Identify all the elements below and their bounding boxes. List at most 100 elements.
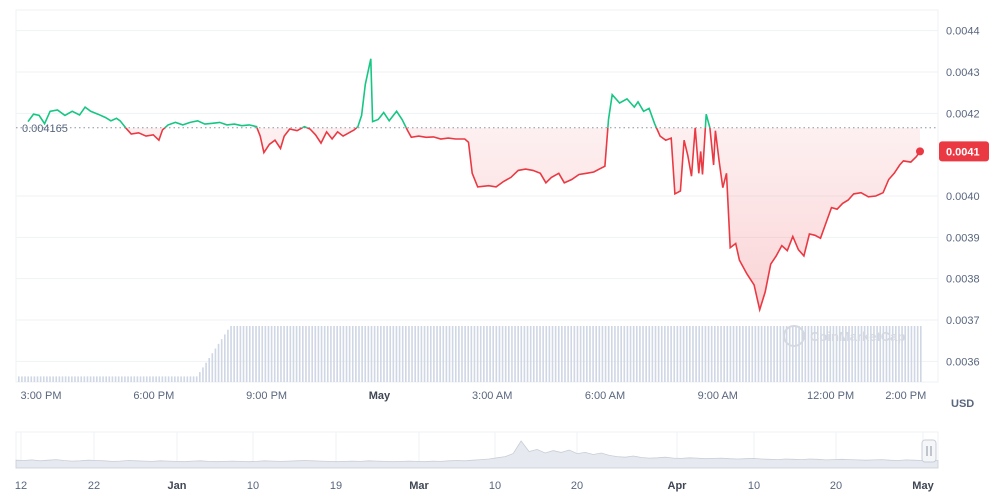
volume-bar [835,326,838,382]
current-price-badge [939,141,989,162]
volume-bar [529,326,532,382]
volume-bar [548,326,551,382]
below-reference-area [125,127,920,310]
volume-bar [845,326,847,382]
y-tick-label: 0.0042 [946,108,980,120]
volume-bar [283,326,285,382]
volume-bar [717,326,719,382]
price-line-above [27,58,711,128]
volume-bar [614,326,616,382]
volume-bar [517,326,519,382]
volume-bar [866,326,869,382]
volume-bar [807,326,810,382]
volume-bar [208,357,210,382]
y-tick-label: 0.0038 [946,274,980,286]
volume-bar [582,326,585,382]
volume-bar [738,326,741,382]
volume-bar [879,326,882,382]
volume-bar [152,376,154,382]
volume-bar [170,376,173,382]
volume-bar [657,326,660,382]
volume-bar [127,376,129,382]
volume-bar [389,326,392,382]
volume-bar [139,376,142,382]
volume-bar [117,376,120,382]
volume-bar [233,326,235,382]
volume-bar [511,326,513,382]
volume-bar [30,376,33,382]
volume-bar [551,326,554,382]
volume-bar [620,326,622,382]
volume-bar [470,326,473,382]
volume-bar [436,326,438,382]
navigator-handle[interactable] [921,439,937,463]
volume-bar [211,353,214,382]
volume-bar [445,326,448,382]
volume-bar [841,326,844,382]
volume-bar [220,339,223,382]
volume-bar [882,326,885,382]
volume-bar [429,326,432,382]
volume-bar [405,326,407,382]
currency-label: USD [951,398,975,410]
volume-bar [248,326,251,382]
navigator-label: May [912,480,934,492]
current-price-label: 0.0041 [946,146,980,158]
volume-bar [629,326,632,382]
volume-bar [205,362,207,382]
volume-bar [838,326,841,382]
volume-bar [876,326,878,382]
volume-bar [679,326,682,382]
x-tick-label: 12:00 PM [807,390,854,402]
volume-bar [832,326,835,382]
volume-bar [601,326,604,382]
volume-bar [651,326,654,382]
x-tick-label: 6:00 PM [133,390,174,402]
volume-bar [398,326,401,382]
volume-bar [236,326,239,382]
volume-bar [433,326,435,382]
volume-bar [801,326,803,382]
volume-bar [660,326,663,382]
volume-bar [589,326,591,382]
volume-bar [420,326,423,382]
volume-bar [792,326,794,382]
volume-bar [361,326,363,382]
volume-bar [102,376,104,382]
volume-bar [664,326,666,382]
volume-bar [195,376,198,382]
volume-bar [111,376,114,382]
volume-bar [810,326,813,382]
x-tick-label: 9:00 AM [698,390,738,402]
volume-bar [280,326,282,382]
volume-bar [439,326,441,382]
volume-bar [330,326,332,382]
volume-bar [486,326,488,382]
volume-bar [342,326,345,382]
volume-bar [520,326,523,382]
volume-bar [302,326,304,382]
volume-bar [570,326,573,382]
volume-bar [895,326,897,382]
volume-bar [561,326,563,382]
volume-bar [202,367,204,382]
volume-bar [891,326,894,382]
navigator-label: 10 [489,480,501,492]
volume-bar [742,326,744,382]
volume-bar [854,326,857,382]
volume-bar [261,326,264,382]
navigator-handle-box [921,439,937,463]
volume-bar [124,376,126,382]
volume-bar [545,326,548,382]
volume-bar [227,329,229,382]
volume-bar [735,326,738,382]
volume-bar [199,372,201,382]
volume-bar [92,376,95,382]
volume-bar [916,326,919,382]
volume-bar [298,326,301,382]
volume-bar [476,326,479,382]
volume-bar [508,326,510,382]
x-tick-label: 3:00 PM [21,390,62,402]
volume-bar [870,326,872,382]
